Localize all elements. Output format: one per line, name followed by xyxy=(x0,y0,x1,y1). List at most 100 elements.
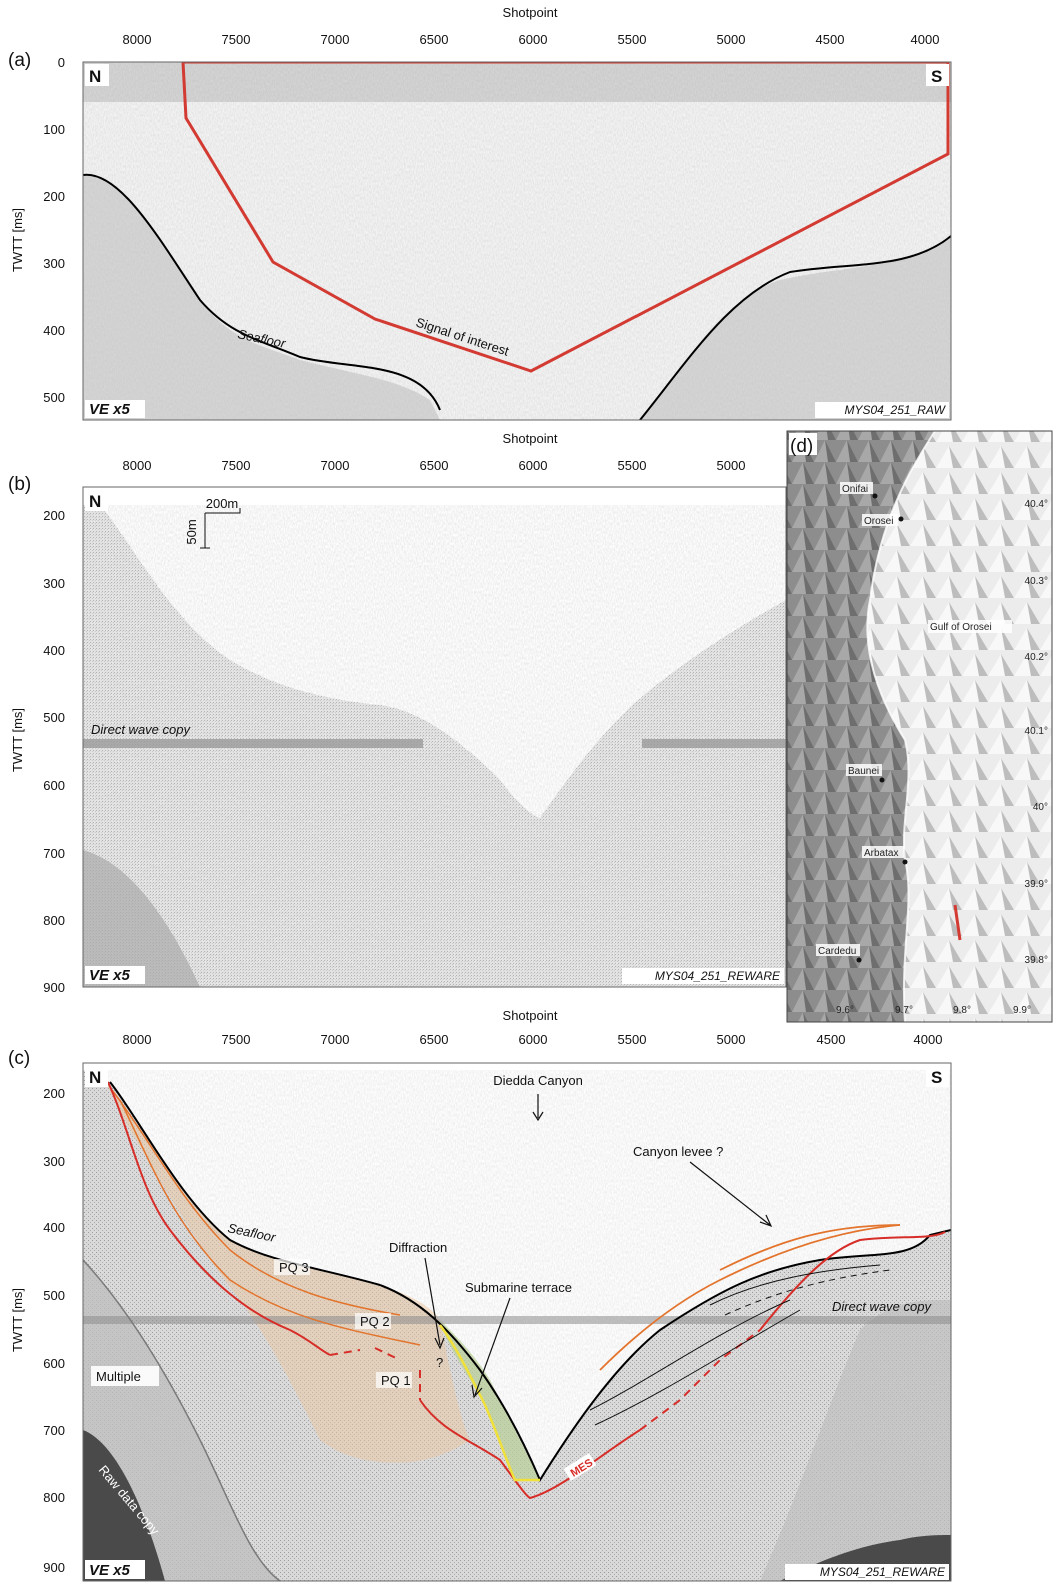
x-tick-label: 5500 xyxy=(618,1032,647,1047)
seismic-section-b xyxy=(83,487,786,987)
place-orosei: Orosei xyxy=(862,514,904,527)
raw-data-copy-region xyxy=(83,1430,165,1581)
source-label: MYS04_251_REWARE xyxy=(655,969,781,983)
place-label: Orosei xyxy=(864,516,893,527)
x-tick-label: 7000 xyxy=(321,32,350,47)
terrace-label: Submarine terrace xyxy=(465,1280,572,1295)
source-box xyxy=(622,968,784,984)
scale-bar: 200m 50m xyxy=(184,496,241,549)
canyon-label: Diedda Canyon xyxy=(493,1073,583,1088)
x-tick-label: 5000 xyxy=(717,1032,746,1047)
y-tick-label: 300 xyxy=(43,256,65,271)
y-axis-title: TWTT [ms] xyxy=(10,208,25,272)
south-label: S xyxy=(931,67,942,86)
ve-box xyxy=(85,400,145,418)
north-label: N xyxy=(89,1068,101,1087)
x-tick-label: 6000 xyxy=(519,1032,548,1047)
lat-tick-label: 39.8° xyxy=(1025,955,1048,966)
y-tick-label: 600 xyxy=(43,778,65,793)
x-tick-label: 6000 xyxy=(519,458,548,473)
place-gulf: Gulf of Orosei xyxy=(928,620,1012,633)
x-tick-label: 7500 xyxy=(222,32,251,47)
lon-tick-label: 9.6° xyxy=(836,1005,854,1016)
y-tick-label: 900 xyxy=(43,980,65,995)
lon-tick-label: 9.9° xyxy=(1013,1005,1031,1016)
y-tick-label: 500 xyxy=(43,390,65,405)
direct-wave-band xyxy=(83,1316,951,1324)
panel-b-frame xyxy=(82,486,787,988)
x-tick-label: 8000 xyxy=(123,1032,152,1047)
place-label: Baunei xyxy=(848,766,879,777)
lon-tick-label: 9.8° xyxy=(953,1005,971,1016)
panel-a-axis-title: Shotpoint xyxy=(503,5,558,20)
lat-ticks: 40.4° 40.3° 40.2° 40.1° 40° 39.9° 39.8° xyxy=(1025,499,1048,966)
y-tick-label: 300 xyxy=(43,1154,65,1169)
place-label: Cardedu xyxy=(818,946,856,957)
south-label: S xyxy=(931,1068,942,1087)
panel-d-label: (d) xyxy=(790,436,813,457)
lon-ticks: 9.6° 9.7° 9.8° 9.9° xyxy=(836,1005,1031,1016)
lat-tick-label: 39.9° xyxy=(1025,879,1048,890)
ve-box xyxy=(85,966,145,984)
y-tick-label: 600 xyxy=(43,1356,65,1371)
panel-c-y-ticks: 200 300 400 500 600 700 800 900 xyxy=(43,1086,65,1575)
terrace-line xyxy=(438,1324,540,1482)
y-tick-label: 900 xyxy=(43,1560,65,1575)
terrace-arrow-icon xyxy=(471,1297,511,1399)
north-box xyxy=(85,64,109,86)
x-tick-label: 4000 xyxy=(911,32,940,47)
panel-a: Shotpoint 8000 7500 7000 6500 6000 5500 … xyxy=(8,5,952,421)
y-tick-label: 500 xyxy=(43,1288,65,1303)
diffraction-arrow-icon xyxy=(424,1257,445,1350)
lat-tick-label: 40° xyxy=(1033,802,1048,813)
mes-line xyxy=(107,1081,331,1356)
x-tick-label: 8000 xyxy=(123,32,152,47)
y-tick-label: 400 xyxy=(43,643,65,658)
lat-tick-label: 40.1° xyxy=(1025,726,1048,737)
direct-wave-band xyxy=(83,739,423,748)
north-box xyxy=(85,1065,108,1087)
north-label: N xyxy=(89,492,101,511)
terrace-fill xyxy=(440,1320,540,1480)
x-tick-label: 5500 xyxy=(618,32,647,47)
seafloor-line-c xyxy=(109,1081,951,1483)
x-tick-label: 7500 xyxy=(222,1032,251,1047)
x-tick-label: 4500 xyxy=(817,1032,846,1047)
panel-c-x-ticks: 8000 7500 7000 6500 6000 5500 5000 xyxy=(123,1032,746,1047)
lon-tick-label: 9.7° xyxy=(895,1005,913,1016)
panel-c-frame xyxy=(82,1062,952,1582)
place-label: Gulf of Orosei xyxy=(930,622,992,633)
north-box xyxy=(85,489,108,511)
multiple-label: Multiple xyxy=(96,1369,141,1384)
y-tick-label: 400 xyxy=(43,323,65,338)
panel-b-x-ticks: 8000 7500 7000 6500 6000 5500 5000 xyxy=(123,458,746,473)
scale-v-label: 50m xyxy=(184,519,199,544)
x-tick-label: 6500 xyxy=(420,458,449,473)
source-box xyxy=(785,1564,949,1580)
x-tick-label: 7000 xyxy=(321,458,350,473)
ve-label: VE x5 xyxy=(89,1562,131,1579)
x-tick-label: 8000 xyxy=(123,458,152,473)
place-label: Onifai xyxy=(842,484,868,495)
x-tick-label: 7000 xyxy=(321,1032,350,1047)
pq2-label: PQ 2 xyxy=(360,1314,390,1329)
panel-a-frame xyxy=(82,61,952,421)
x-tick-label: 5000 xyxy=(717,32,746,47)
panel-b-axis-title: Shotpoint xyxy=(503,431,558,446)
panel-b-y-ticks: 200 300 400 500 600 700 800 900 xyxy=(43,508,65,995)
lat-tick-label: 40.2° xyxy=(1025,652,1048,663)
panel-c-label: (c) xyxy=(8,1048,30,1069)
y-tick-label: 500 xyxy=(43,710,65,725)
y-tick-label: 0 xyxy=(58,55,65,70)
pq3-label: PQ 3 xyxy=(279,1260,309,1275)
y-axis-title: TWTT [ms] xyxy=(10,708,25,772)
x-tick-label: 6500 xyxy=(420,1032,449,1047)
lat-tick-label: 40.3° xyxy=(1025,576,1048,587)
canyon-arrow-icon xyxy=(532,1094,544,1122)
source-label: MYS04_251_RAW xyxy=(845,403,947,417)
panel-a-y-ticks: 0 100 200 300 400 500 xyxy=(43,55,65,405)
y-tick-label: 800 xyxy=(43,913,65,928)
seafloor-line-a xyxy=(83,173,441,411)
levee-arrow-icon xyxy=(689,1161,773,1228)
